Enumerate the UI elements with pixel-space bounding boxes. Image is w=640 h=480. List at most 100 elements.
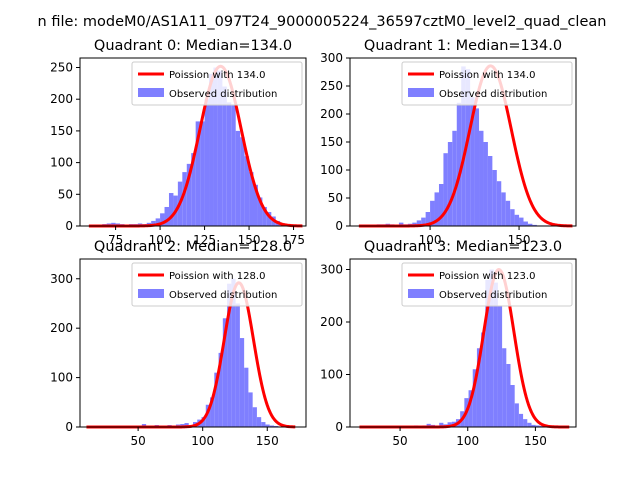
- legend: Poission with 128.0 Observed distribution: [131, 262, 303, 307]
- histogram-bar: [485, 280, 490, 427]
- histogram-bar: [514, 214, 520, 226]
- histogram-bar: [111, 222, 116, 226]
- histogram-bar: [502, 348, 507, 427]
- histogram-bar: [438, 184, 444, 226]
- x-tick-label: 100: [456, 434, 479, 448]
- histogram-bar: [468, 390, 473, 427]
- histogram-bar: [492, 170, 497, 226]
- histogram-bar: [483, 142, 488, 226]
- histogram-bar: [184, 423, 189, 427]
- histogram-bar: [205, 404, 211, 427]
- histogram-bar: [222, 86, 227, 226]
- histogram-bar: [269, 425, 274, 427]
- y-tick-label: 100: [50, 156, 73, 170]
- histogram-bar: [244, 367, 249, 427]
- histogram-bar: [222, 318, 228, 427]
- x-tick-label: 75: [108, 233, 123, 247]
- y-tick-label: 0: [65, 420, 73, 434]
- histogram-bar: [235, 130, 241, 226]
- histogram-bar: [252, 407, 257, 427]
- y-tick-label: 50: [58, 187, 73, 201]
- histogram-bar: [235, 303, 240, 427]
- axes-frame: [79, 57, 307, 227]
- histogram-bar: [474, 108, 480, 226]
- x-tick-label: 125: [193, 233, 216, 247]
- histogram-bar: [430, 200, 435, 226]
- histogram-bar: [266, 212, 272, 226]
- legend: Poission with 134.0 Observed distribution: [401, 61, 573, 106]
- histogram-bar: [523, 221, 528, 226]
- histogram-bar: [412, 222, 417, 226]
- x-tick-label: 50: [130, 434, 145, 448]
- histogram-bar: [535, 425, 540, 427]
- x-tick-label: 100: [149, 233, 172, 247]
- histogram-bar: [519, 217, 524, 226]
- histogram-bar: [531, 424, 536, 427]
- y-tick-label: 0: [335, 420, 343, 434]
- x-tick-label: 100: [419, 233, 442, 247]
- histogram-bar: [456, 102, 462, 226]
- histogram-bar: [214, 372, 219, 427]
- histogram-bar: [439, 422, 444, 427]
- y-tick-label: 300: [50, 272, 73, 286]
- y-tick-label: 250: [50, 61, 73, 75]
- y-tick-label: 200: [50, 92, 73, 106]
- histogram-bar: [489, 269, 494, 427]
- histogram-bar: [191, 153, 196, 226]
- legend-label-observed: Observed distribution: [169, 89, 277, 100]
- histogram-bar: [527, 422, 532, 427]
- axes-frame: [79, 258, 307, 428]
- histogram-bar: [532, 224, 537, 226]
- axes-frame: [349, 258, 577, 428]
- histogram-bar: [244, 156, 250, 226]
- y-tick-label: 50: [328, 191, 343, 205]
- histogram-bar: [487, 156, 493, 226]
- legend-box: [131, 262, 303, 307]
- y-tick-label: 0: [65, 219, 73, 233]
- y-tick-label: 250: [320, 79, 343, 93]
- histogram-bar: [539, 425, 545, 427]
- histogram-bar: [510, 385, 515, 427]
- histogram-bar: [210, 397, 215, 427]
- legend: Poission with 123.0 Observed distribution: [401, 262, 573, 307]
- y-tick-label: 200: [320, 315, 343, 329]
- legend: Poission with 134.0 Observed distribution: [131, 61, 303, 106]
- y-tick-label: 300: [320, 51, 343, 65]
- legend-label-poisson: Poission with 128.0: [169, 271, 265, 282]
- x-tick-label: 150: [238, 233, 261, 247]
- legend-label-poisson: Poission with 134.0: [439, 70, 535, 81]
- histogram-bar: [226, 102, 232, 226]
- y-tick-label: 0: [335, 219, 343, 233]
- histogram-bar: [472, 369, 477, 427]
- histogram-bar: [505, 200, 511, 226]
- histogram-bar: [231, 105, 236, 226]
- histogram-bar: [514, 403, 519, 428]
- histogram-bar: [493, 282, 498, 428]
- histogram-bar: [265, 424, 270, 427]
- histogram-bar: [253, 184, 258, 226]
- x-tick-label: 150: [508, 233, 531, 247]
- histogram-bar: [164, 206, 169, 226]
- histogram-bar: [200, 121, 205, 226]
- histogram-bar: [201, 417, 206, 427]
- histogram-bar: [496, 181, 502, 226]
- histogram-bar: [227, 283, 232, 427]
- histogram-bar: [523, 419, 528, 428]
- legend-swatch-observed: [138, 88, 164, 97]
- y-tick-label: 150: [50, 124, 73, 138]
- y-tick-label: 100: [320, 368, 343, 382]
- histogram-bar: [248, 392, 253, 427]
- legend-label-observed: Observed distribution: [439, 89, 547, 100]
- subplot-grid: 75 100 125 150 175 0 50 100 150 200 250 Quadrant 0:…: [50, 38, 577, 448]
- subplot-title: Quadrant 0: Median=134.0: [94, 38, 292, 54]
- x-tick-label: 150: [256, 434, 279, 448]
- histogram-bar: [217, 70, 223, 227]
- legend-label-poisson: Poission with 134.0: [169, 70, 265, 81]
- histogram-bar: [160, 213, 165, 226]
- histogram-bar: [481, 332, 486, 427]
- histogram-bar: [256, 417, 262, 427]
- y-tick-label: 150: [320, 135, 343, 149]
- subplot-2: 50 100 150 0 100 200 300 Quadrant 2: Median=128…: [50, 239, 307, 448]
- histogram-bar: [204, 99, 210, 226]
